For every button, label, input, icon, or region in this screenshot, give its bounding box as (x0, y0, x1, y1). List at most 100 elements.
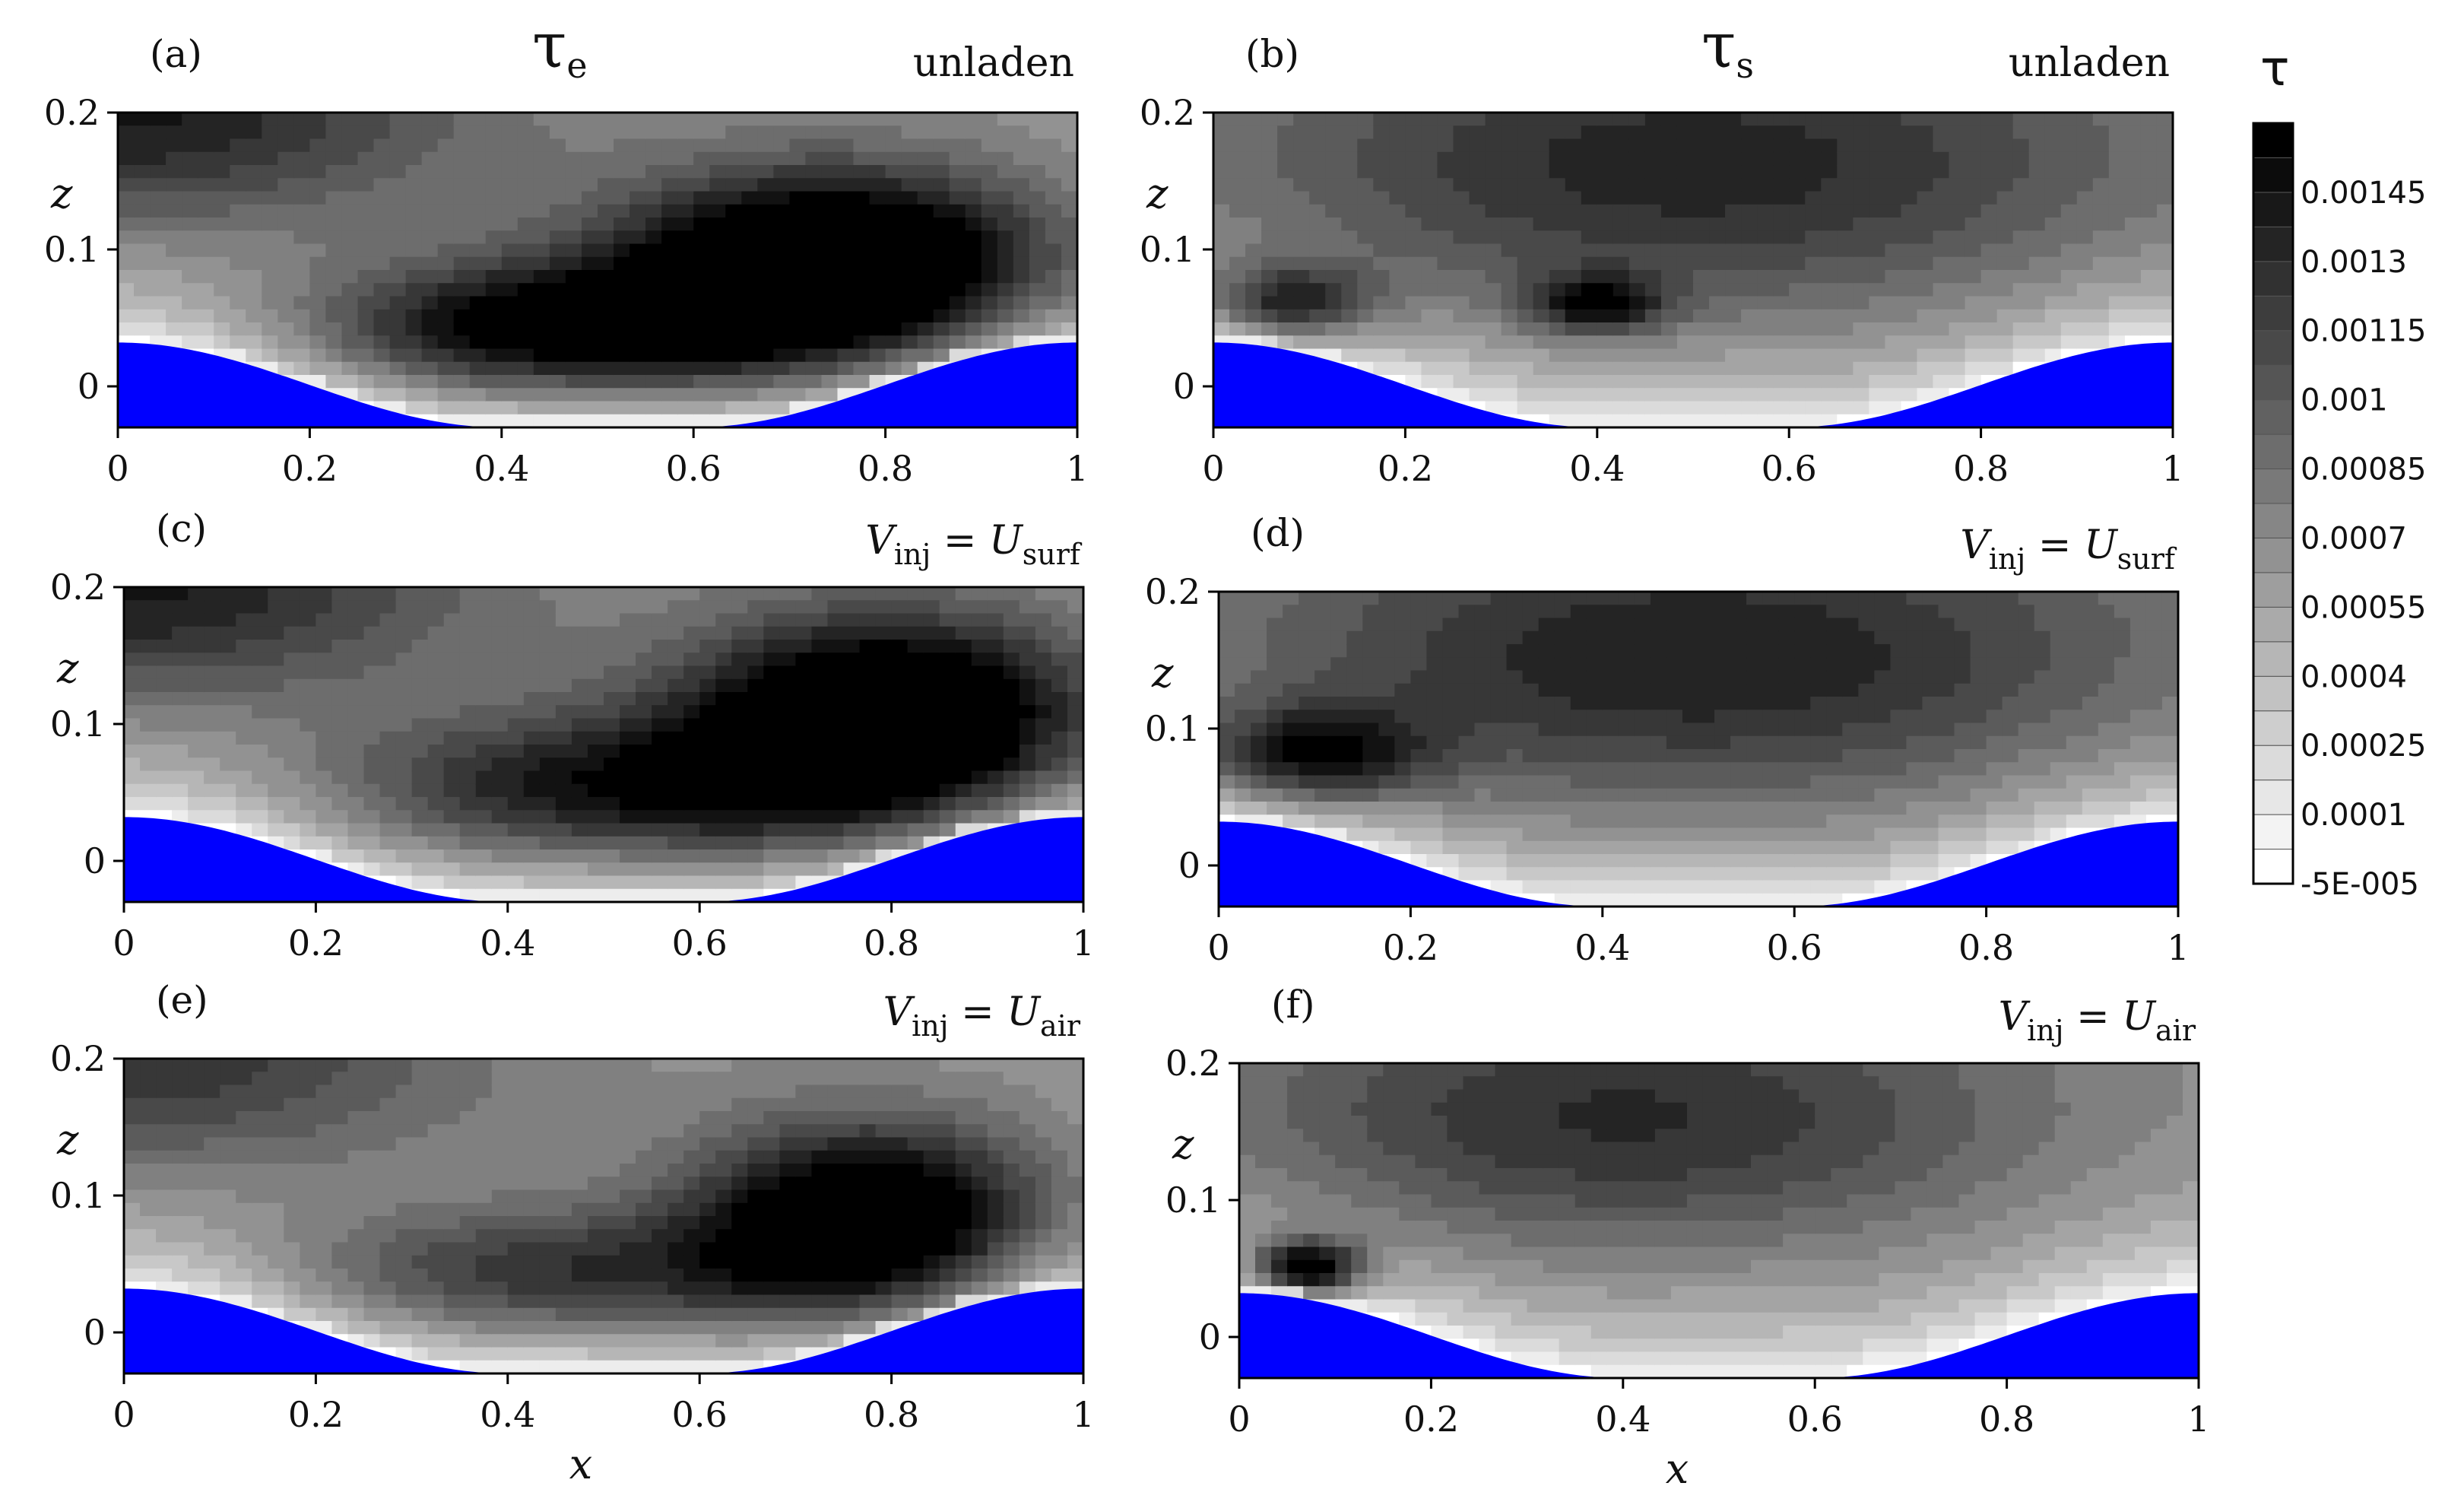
contour-cell (124, 770, 141, 785)
contour-cell (1506, 840, 1524, 855)
contour-cell (316, 797, 333, 811)
contour-cell (1869, 335, 1886, 350)
contour-cell (1709, 348, 1726, 363)
contour-cell (789, 375, 807, 389)
contour-cell (581, 218, 598, 232)
contour-cell (1597, 230, 1614, 245)
contour-cell (230, 335, 247, 350)
contour-cell (533, 348, 550, 363)
contour-cell (693, 401, 711, 415)
contour-cell (725, 296, 743, 310)
contour-cell (214, 243, 231, 258)
contour-cell (971, 665, 988, 680)
contour-cell (581, 151, 598, 166)
contour-cell (2012, 125, 2030, 140)
contour-cell (645, 191, 662, 205)
contour-cell (987, 692, 1004, 707)
contour-cell (965, 309, 982, 323)
contour-cell (1309, 151, 1327, 166)
contour-cell (485, 270, 503, 284)
contour-cell (683, 888, 700, 903)
contour-cell (827, 626, 845, 640)
contour-cell (373, 243, 391, 258)
contour-cell (150, 256, 166, 271)
contour-cell (140, 770, 157, 785)
contour-cell (517, 243, 534, 258)
contour-cell (1644, 165, 1662, 179)
contour-cell (668, 875, 684, 890)
contour-cell (917, 230, 934, 245)
contour-cell (827, 810, 845, 824)
contour-cell (405, 270, 423, 284)
contour-cell (939, 745, 956, 759)
contour-cell (1061, 270, 1078, 284)
contour-cell (252, 797, 269, 811)
contour-cell (1996, 243, 2014, 258)
contour-cell (757, 138, 775, 153)
contour-cell (821, 361, 839, 376)
contour-cell (1554, 854, 1571, 868)
contour-cell (1378, 710, 1396, 724)
contour-cell (475, 783, 493, 798)
contour-cell (1821, 309, 1838, 323)
contour-cell (1067, 600, 1084, 614)
contour-cell (166, 204, 182, 218)
contour-cell (683, 613, 700, 627)
contour-cell (620, 783, 636, 798)
contour-cell (1869, 178, 1886, 192)
contour-cell (827, 678, 845, 693)
contour-cell (1251, 630, 1267, 645)
contour-cell (1277, 296, 1294, 310)
contour-cell (507, 600, 525, 614)
contour-cell (188, 757, 205, 772)
contour-cell (2044, 138, 2062, 153)
contour-cell (2076, 270, 2094, 284)
contour-cell (379, 745, 397, 759)
contour-cell (166, 335, 182, 350)
contour-cell (1341, 256, 1359, 271)
contour-cell (1773, 125, 1790, 140)
contour-cell (1485, 256, 1502, 271)
contour-cell (1325, 218, 1343, 232)
contour-cell (1029, 322, 1046, 337)
contour-cell (869, 125, 886, 140)
contour-cell (805, 125, 823, 140)
contour-cell (1051, 626, 1068, 640)
contour-cell (763, 797, 781, 811)
contour-cell (1506, 618, 1524, 632)
contour-cell (1644, 113, 1662, 127)
contour-cell (885, 322, 902, 337)
contour-cell (789, 309, 807, 323)
contour-cell (316, 692, 333, 707)
contour-cell (421, 165, 439, 179)
contour-cell (198, 165, 214, 179)
contour-cell (843, 653, 861, 667)
contour-cell (795, 745, 813, 759)
contour-cell (1581, 151, 1598, 166)
contour-cell (1709, 401, 1726, 415)
contour-cell (501, 322, 518, 337)
contour-cell (1501, 204, 1518, 218)
contour-cell (549, 138, 566, 153)
contour-cell (715, 653, 733, 667)
contour-cell (379, 613, 397, 627)
contour-cell (853, 138, 870, 153)
contour-cell (1538, 722, 1555, 737)
contour-cell (1965, 165, 1982, 179)
contour-cell (652, 665, 668, 680)
contour-cell (843, 600, 861, 614)
contour-cell (325, 348, 343, 363)
contour-cell (405, 138, 423, 153)
contour-cell (118, 256, 135, 271)
contour-cell (731, 692, 749, 707)
contour-cell (1517, 322, 1534, 337)
contour-cell (1613, 165, 1630, 179)
contour-cell (741, 138, 759, 153)
contour-cell (614, 361, 630, 376)
contour-cell (2124, 230, 2142, 245)
contour-cell (715, 862, 733, 877)
contour-cell (156, 587, 173, 602)
contour-cell (1522, 592, 1540, 606)
contour-cell (293, 230, 311, 245)
